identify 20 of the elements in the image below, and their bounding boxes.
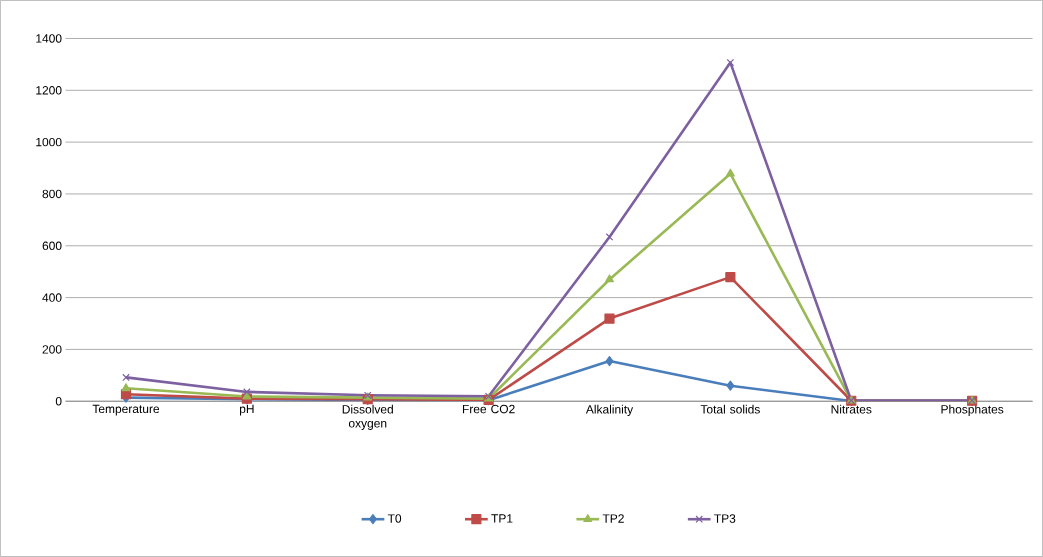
legend-label: TP2: [602, 514, 624, 523]
y-tick-label: 200: [42, 345, 62, 354]
legend-label: T0: [387, 514, 402, 523]
legend-label: TP1: [491, 514, 513, 523]
x-tick-label: Total solids: [700, 404, 760, 414]
x-tick-label: Alkalinity: [585, 404, 634, 416]
y-tick-label: 1200: [36, 86, 62, 95]
x-tick-label: Temperature: [92, 404, 160, 416]
x-tick-label: Free CO2: [462, 404, 515, 414]
y-tick-label: 1000: [36, 137, 62, 147]
y-tick-label: 800: [42, 189, 62, 199]
y-tick-label: 400: [42, 293, 62, 302]
x-tick-label: Phosphates: [941, 404, 1004, 416]
x-tick-label: pH: [239, 404, 254, 416]
legend-label: TP3: [714, 514, 736, 523]
y-tick-label: 600: [42, 241, 62, 251]
x-tick-label: Nitrates: [831, 404, 872, 414]
y-tick-label: 0: [55, 397, 62, 406]
y-tick-label: 1400: [36, 34, 62, 43]
x-tick-label: Dissolved oxygen: [342, 404, 393, 430]
